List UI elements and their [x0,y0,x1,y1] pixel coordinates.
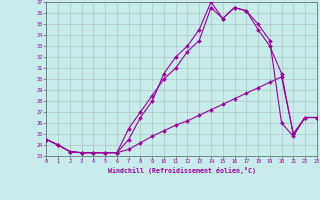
X-axis label: Windchill (Refroidissement éolien,°C): Windchill (Refroidissement éolien,°C) [108,167,256,174]
